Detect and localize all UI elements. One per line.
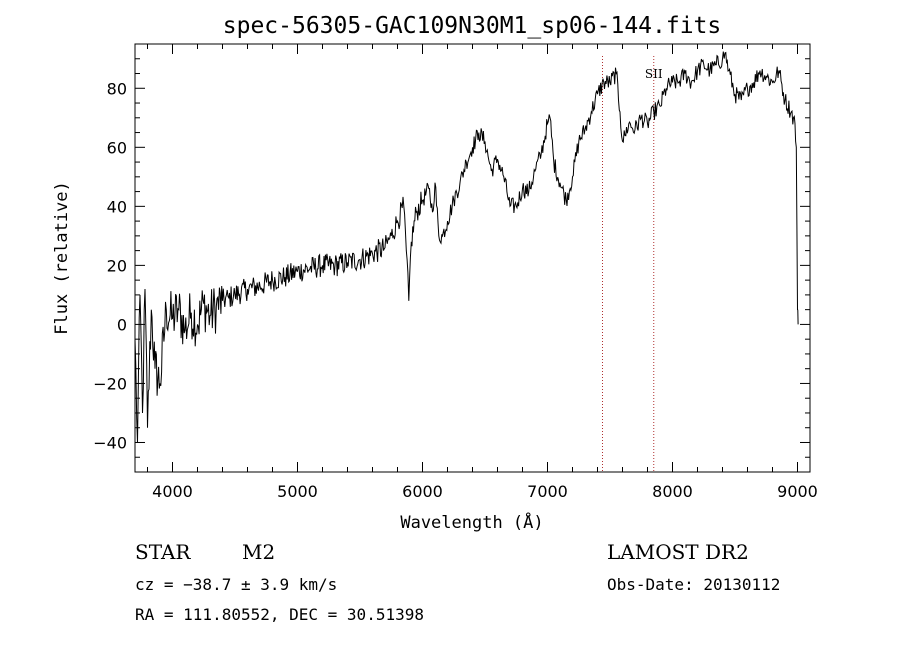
x-tick-label: 6000 bbox=[402, 482, 443, 501]
x-tick-label: 8000 bbox=[652, 482, 693, 501]
x-tick-label: 7000 bbox=[527, 482, 568, 501]
survey-name: LAMOST DR2 bbox=[607, 540, 749, 564]
y-tick-label: 60 bbox=[107, 138, 127, 157]
x-tick-label: 9000 bbox=[777, 482, 818, 501]
line-marker-label: SII bbox=[645, 67, 663, 81]
redshift-velocity: cz = −38.7 ± 3.9 km/s bbox=[135, 575, 337, 594]
axis-ticks: 4000 5000 6000 7000 8000 9000 −40 −20 0 20 40 60 80 bbox=[93, 44, 818, 501]
y-tick-label: 40 bbox=[107, 197, 127, 216]
object-class: STAR bbox=[135, 540, 191, 564]
y-tick-label: −40 bbox=[93, 433, 127, 452]
y-tick-label: 0 bbox=[117, 315, 127, 334]
x-axis-label: Wavelength (Å) bbox=[400, 511, 543, 533]
x-tick-label: 4000 bbox=[152, 482, 193, 501]
spectrum-line bbox=[134, 51, 799, 443]
line-markers: SII bbox=[602, 56, 663, 472]
observation-date: Obs-Date: 20130112 bbox=[607, 575, 780, 594]
y-tick-label: 20 bbox=[107, 256, 127, 275]
y-tick-label: 80 bbox=[107, 79, 127, 98]
y-axis-label: Flux (relative) bbox=[52, 181, 72, 335]
y-tick-label: −20 bbox=[93, 374, 127, 393]
ra-dec-coordinates: RA = 111.80552, DEC = 30.51398 bbox=[135, 605, 424, 624]
object-subclass: M2 bbox=[242, 540, 275, 564]
chart-title: spec-56305-GAC109N30M1_sp06-144.fits bbox=[223, 13, 722, 39]
x-tick-label: 5000 bbox=[277, 482, 318, 501]
plot-frame bbox=[134, 43, 811, 473]
